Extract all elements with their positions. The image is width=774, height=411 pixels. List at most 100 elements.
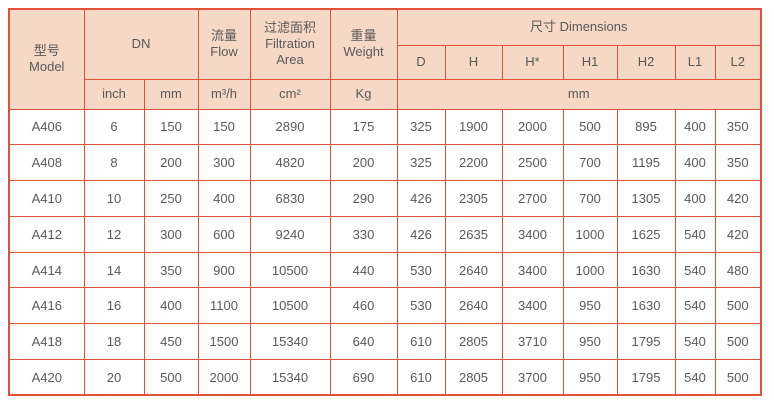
model-cell: A416 [8,287,85,325]
dn-mm-cell: 450 [143,323,199,361]
flow-cell: 300 [197,144,251,182]
model-cell: A420 [8,359,85,396]
dim-l1-cell: 400 [674,180,716,217]
dim-h2-cell: 1630 [616,251,676,289]
dim-h-star-cell: 3400 [501,215,564,253]
dim-h-star-cell: 2000 [501,108,564,146]
dim-l1-cell: 540 [674,287,716,325]
flow-cell: 150 [197,108,251,146]
dn-mm-cell: 250 [143,180,199,217]
weight-cell: 460 [329,287,398,325]
dim-l1-cell: 540 [674,359,716,396]
header-row-units: inch mm m³/h cm² Kg mm [9,78,762,110]
area-cell: 15340 [249,359,331,396]
dim-h2-cell: 895 [616,108,676,146]
dn-inch-cell: 12 [83,215,145,253]
dim-h-cell: 2635 [444,215,503,253]
area-cell: 2890 [249,108,331,146]
header-row-groups: 型号 Model DN 流量 Flow 过滤面积 Filtration Area… [8,8,762,110]
dn-inch-cell: 20 [83,359,145,396]
col-header-h2: H2 [616,44,676,80]
col-header-h-star: H* [501,44,564,80]
dim-l1-cell: 540 [674,215,716,253]
area-cell: 10500 [249,251,331,289]
flow-cell: 1100 [197,287,251,325]
dn-mm-cell: 350 [143,251,199,289]
weight-cell: 690 [329,359,398,396]
weight-cell: 640 [329,323,398,361]
dn-inch-cell: 18 [83,323,145,361]
dn-inch-cell: 16 [83,287,145,325]
dim-d-cell: 325 [396,144,446,182]
col-header-dimensions: 尺寸 Dimensions [396,8,762,46]
table-row: A416 16 400 1100 10500 460 530 2640 3400 950 1630 5… [8,287,762,325]
filtration-label-cn: 过滤面积 [263,19,316,35]
dim-d-cell: 530 [396,287,446,325]
dim-l1-cell: 400 [674,108,716,146]
table-row: A406 6 150 150 2890 175 325 1900 2000 500 895 400 35… [8,108,762,146]
flow-cell: 600 [197,215,251,253]
dim-d-cell: 426 [396,180,446,217]
dim-h-cell: 2200 [444,144,503,182]
flow-cell: 2000 [197,359,251,396]
dim-h-cell: 2305 [444,180,503,217]
dim-l2-cell: 420 [714,180,762,217]
spec-table: 型号 Model DN 流量 Flow 过滤面积 Filtration Area… [8,8,762,397]
dim-h-star-cell: 3710 [501,323,564,361]
dn-inch-cell: 6 [83,108,145,146]
col-header-d: D [396,44,446,80]
flow-cell: 900 [197,251,251,289]
dn-inch-cell: 10 [83,180,145,217]
dim-h-star-cell: 2500 [501,144,564,182]
weight-cell: 290 [329,180,398,217]
col-header-h1: H1 [562,44,618,80]
dim-d-cell: 610 [396,359,446,396]
weight-label-cn: 重量 [350,28,377,43]
dim-h1-cell: 950 [562,323,618,361]
model-label-cn: 型号 [33,43,60,58]
flow-label-en: Flow [210,44,238,60]
dim-h1-cell: 950 [562,287,618,325]
dn-mm-cell: 200 [143,144,199,182]
area-cell: 15340 [249,323,331,361]
table-body: A406 6 150 150 2890 175 325 1900 2000 500 895 400 35… [8,108,762,396]
dim-h-cell: 2640 [444,287,503,325]
model-cell: A418 [8,323,85,361]
area-cell: 6830 [249,180,331,217]
dim-l2-cell: 420 [714,215,762,253]
col-header-l2: L2 [714,44,762,80]
dim-h-cell: 2805 [444,359,503,396]
dim-h2-cell: 1195 [616,144,676,182]
dn-mm-cell: 300 [143,215,199,253]
dim-h1-cell: 1000 [562,215,618,253]
dim-l2-cell: 350 [714,108,762,146]
unit-flow: m³/h [197,78,251,110]
weight-cell: 330 [329,215,398,253]
dim-h-cell: 2640 [444,251,503,289]
flow-cell: 1500 [197,323,251,361]
weight-cell: 440 [329,251,398,289]
dim-d-cell: 530 [396,251,446,289]
dim-l2-cell: 500 [714,359,762,396]
col-header-flow: 流量 Flow [197,8,251,80]
table-row: A408 8 200 300 4820 200 325 2200 2500 700 1195 400 3… [8,144,762,182]
model-cell: A406 [8,108,85,146]
dim-h1-cell: 700 [562,144,618,182]
weight-cell: 200 [329,144,398,182]
model-label-en: Model [29,59,65,75]
dn-mm-cell: 400 [143,287,199,325]
model-cell: A412 [8,215,85,253]
dim-h2-cell: 1795 [616,359,676,396]
dim-h1-cell: 950 [562,359,618,396]
table-row: A414 14 350 900 10500 440 530 2640 3400 1000 1630 5… [8,251,762,289]
dim-l2-cell: 500 [714,323,762,361]
dim-l1-cell: 540 [674,251,716,289]
header-row-dimension-columns: D H H* H1 H2 L1 L2 [9,44,762,80]
dim-d-cell: 426 [396,215,446,253]
unit-area: cm² [249,78,331,110]
dim-l1-cell: 400 [674,144,716,182]
col-header-model: 型号 Model [8,8,85,110]
dim-d-cell: 325 [396,108,446,146]
unit-dn-mm: mm [143,78,199,110]
